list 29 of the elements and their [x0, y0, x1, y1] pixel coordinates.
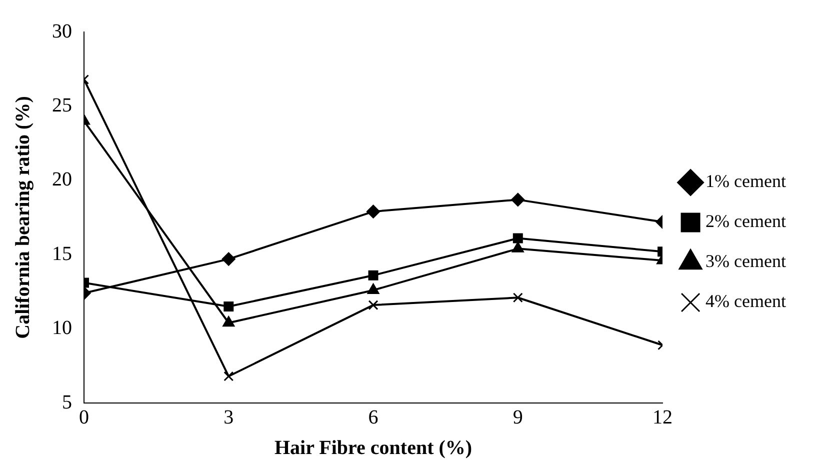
point — [224, 302, 234, 312]
y-tick-label: 25 — [52, 94, 72, 116]
legend-label: 3% cement — [706, 251, 786, 272]
point — [511, 192, 525, 206]
point — [366, 204, 380, 218]
point — [367, 283, 380, 294]
point — [222, 316, 235, 327]
x-tick-label: 6 — [368, 406, 378, 428]
x-tick-label: 9 — [512, 406, 523, 428]
x-tick-label: 3 — [224, 406, 234, 428]
legend-label: 4% cement — [706, 291, 786, 312]
x-tick-label: 0 — [79, 406, 89, 428]
y-tick-label: 10 — [52, 317, 72, 340]
y-tick-label: 5 — [62, 391, 72, 414]
point — [512, 292, 523, 303]
point — [512, 233, 523, 244]
y-axis-title: California bearing ratio (%) — [12, 96, 34, 339]
point — [512, 242, 524, 252]
legend-label: 1% cement — [706, 171, 786, 192]
y-tick-label: 20 — [52, 168, 72, 191]
legend-label: 2% cement — [706, 211, 786, 232]
y-tick-label: 15 — [52, 242, 72, 265]
x-tick-label: 12 — [652, 406, 673, 428]
point — [368, 270, 378, 280]
y-tick-label: 30 — [52, 20, 72, 42]
point — [368, 300, 378, 310]
x-axis-title: Hair Fibre content (%) — [274, 437, 472, 460]
point — [224, 371, 234, 382]
point — [222, 252, 236, 266]
